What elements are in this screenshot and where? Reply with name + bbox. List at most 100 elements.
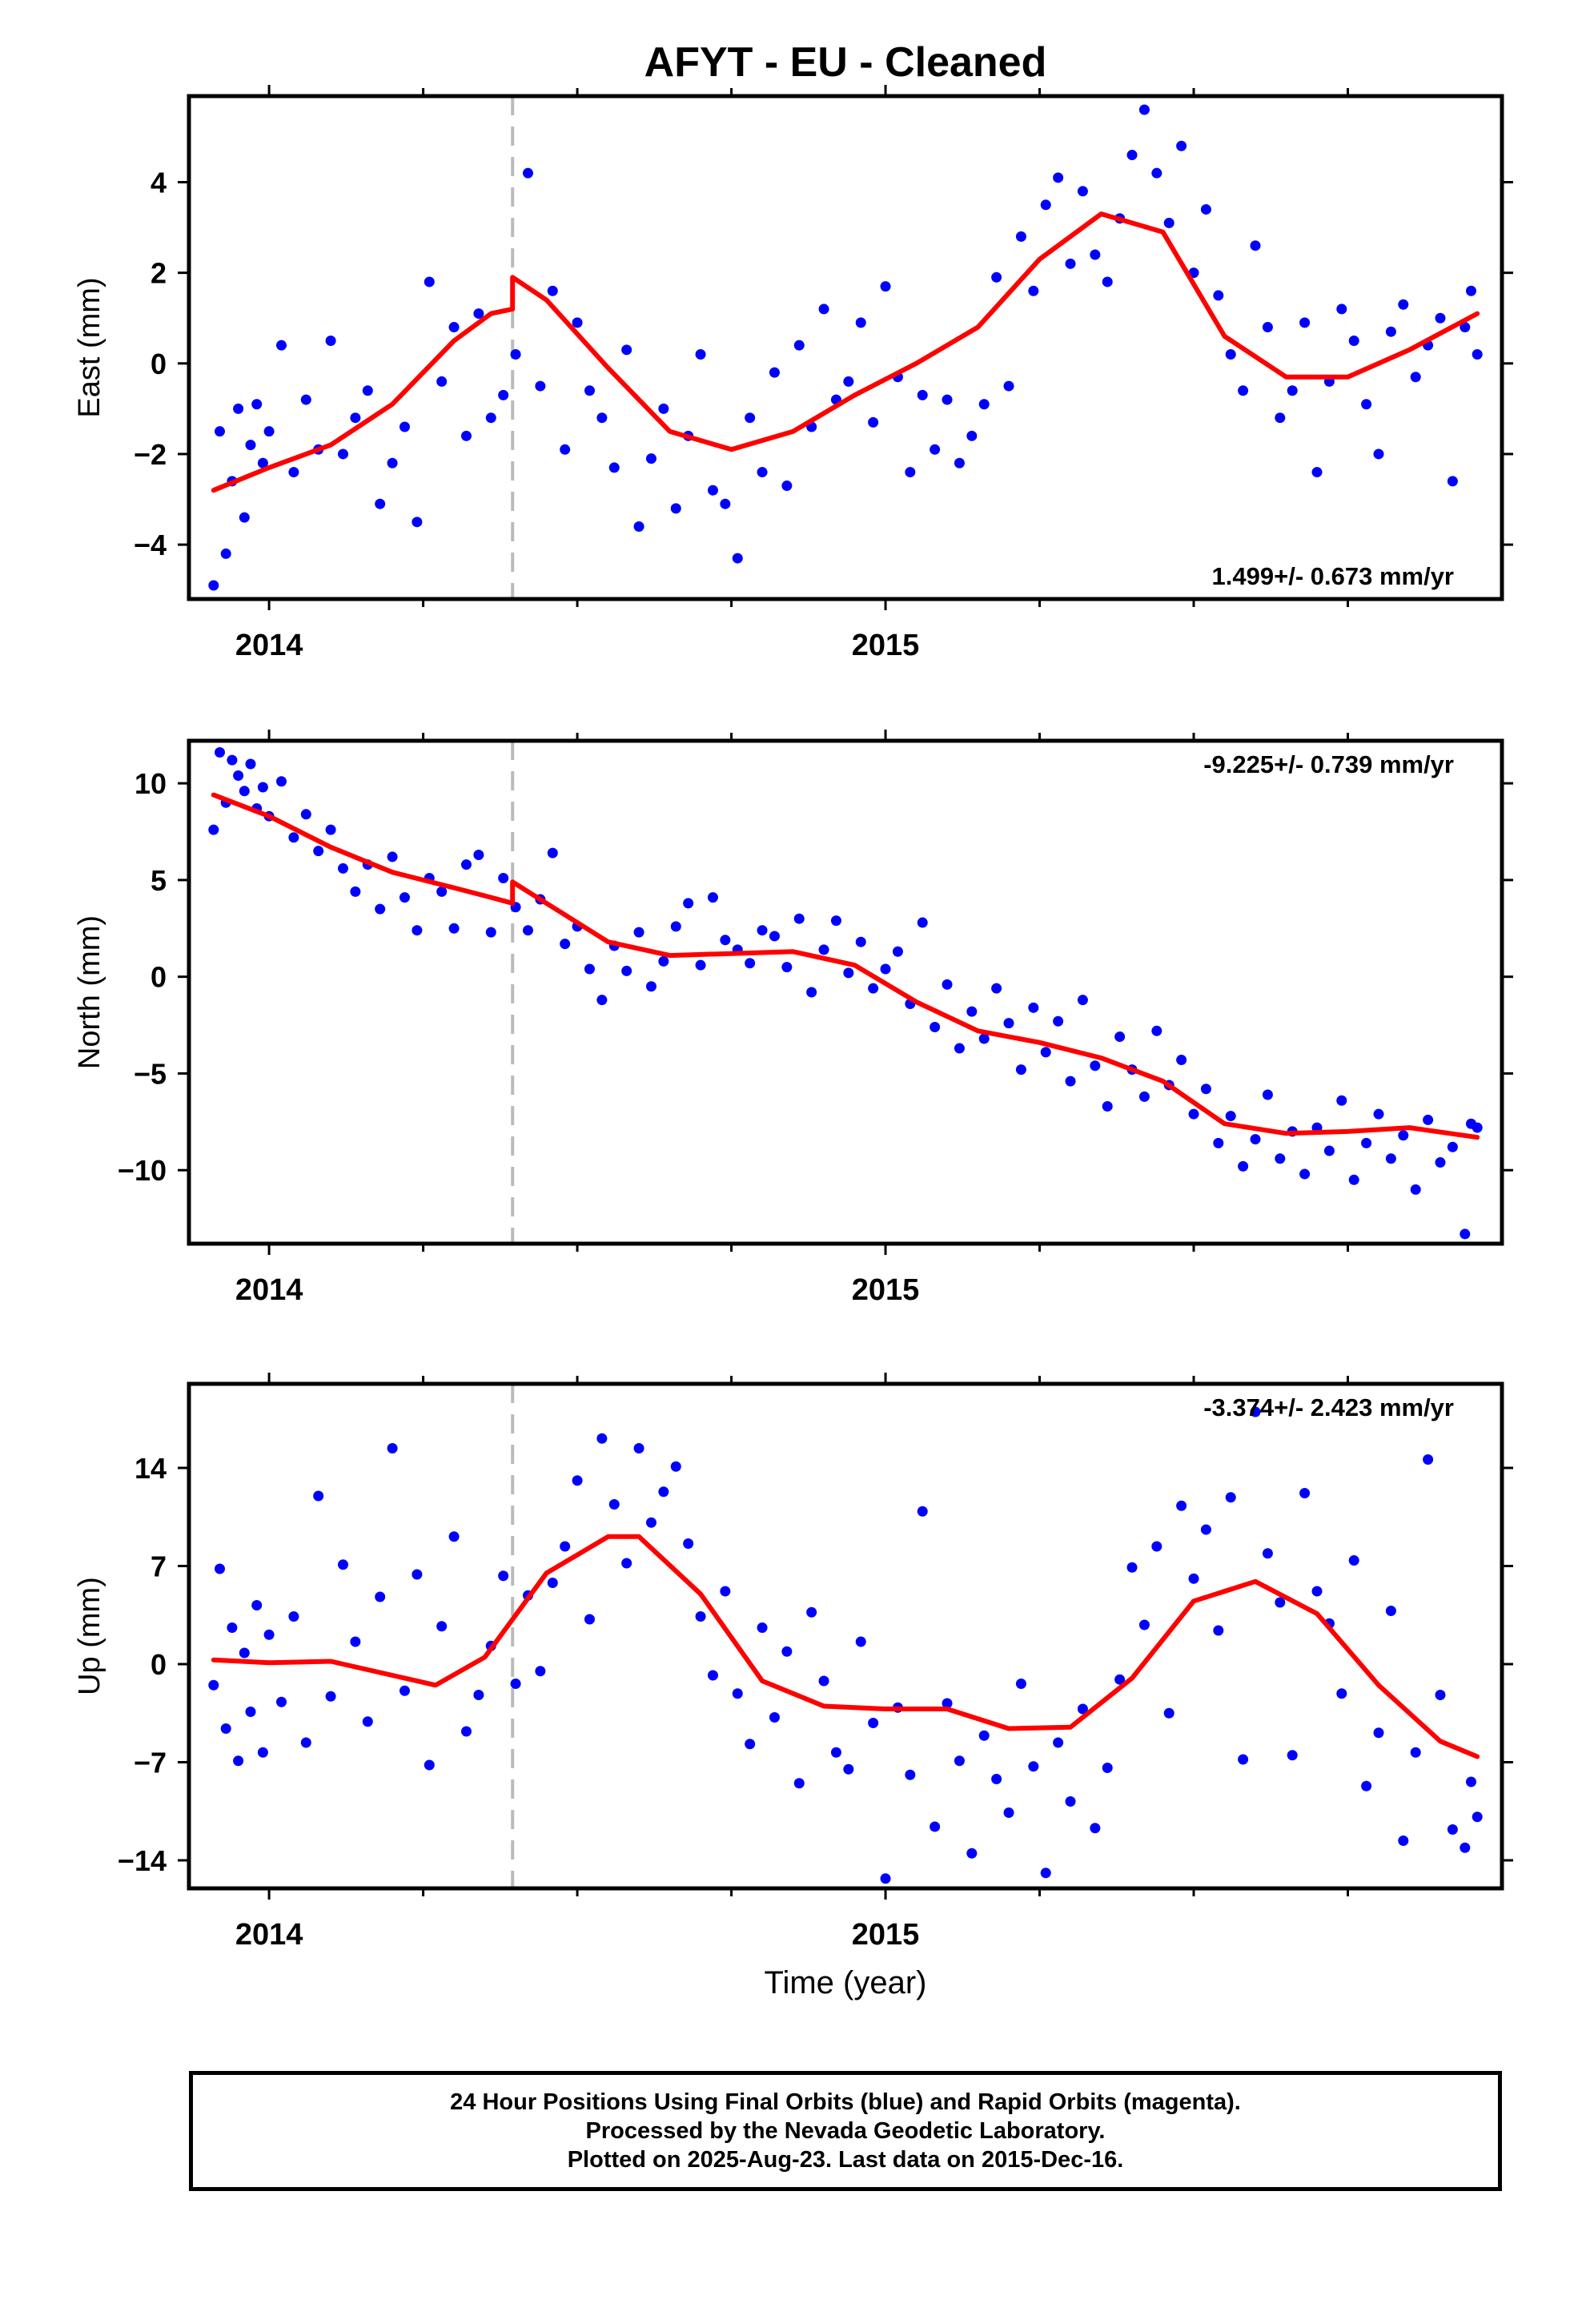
plot-frame-north (187, 738, 1504, 1246)
data-point-up (300, 1737, 311, 1748)
data-point-up (337, 1559, 348, 1570)
data-point-east (448, 322, 460, 333)
data-point-up (1065, 1796, 1076, 1807)
x-tick-label: 2014 (235, 1273, 303, 1307)
data-point-east (1311, 467, 1323, 478)
data-point-east (818, 304, 829, 315)
data-point-north (1015, 1064, 1026, 1076)
data-point-up (695, 1611, 706, 1622)
fit-line-north (211, 792, 1480, 1140)
data-point-east (1176, 140, 1187, 151)
data-point-north (596, 995, 608, 1006)
y-tick-label: 0 (151, 961, 167, 994)
data-point-up (1262, 1548, 1273, 1559)
data-point-up (498, 1570, 509, 1582)
data-point-up (1090, 1823, 1101, 1834)
y-tick-label: 14 (135, 1452, 167, 1485)
data-point-east (1472, 348, 1483, 360)
data-point-up (608, 1499, 620, 1510)
data-point-east (608, 462, 620, 473)
data-point-up (233, 1755, 244, 1767)
data-point-north (1053, 1015, 1064, 1027)
data-point-up (412, 1569, 423, 1580)
data-point-up (535, 1666, 546, 1677)
data-point-east (1040, 199, 1051, 211)
data-point-up (966, 1848, 978, 1859)
y-tick-label: 2 (151, 257, 167, 290)
data-point-east (1398, 299, 1409, 310)
data-point-north (214, 746, 225, 758)
panel-data-up (208, 1384, 1483, 1888)
data-point-east (275, 340, 287, 351)
y-tick-label: 4 (151, 166, 167, 199)
data-point-north (233, 770, 244, 781)
data-point-up (227, 1622, 238, 1633)
data-point-north (350, 886, 361, 897)
data-point-up (683, 1538, 694, 1549)
data-point-up (645, 1517, 656, 1528)
data-point-up (806, 1606, 817, 1618)
data-point-north (1398, 1130, 1409, 1141)
data-point-east (1262, 322, 1273, 333)
data-point-east (621, 344, 632, 356)
chart-title: AFYT - EU - Cleaned (644, 39, 1047, 86)
data-point-east (522, 167, 533, 179)
data-point-up (572, 1475, 583, 1486)
data-point-up (1053, 1737, 1064, 1748)
data-point-up (1003, 1807, 1014, 1818)
data-point-east (251, 399, 263, 410)
data-point-east (633, 521, 644, 532)
y-tick-label: 0 (151, 348, 167, 380)
data-point-east (991, 271, 1002, 283)
data-point-north (1077, 995, 1088, 1006)
y-tick-label: 5 (151, 864, 167, 897)
data-point-up (880, 1873, 891, 1884)
fit-line-east (211, 211, 1480, 493)
y-tick-label: −4 (134, 529, 167, 561)
data-point-north (547, 847, 558, 858)
data-point-east (720, 498, 731, 509)
data-point-east (208, 580, 219, 591)
data-point-up (1348, 1555, 1359, 1566)
data-point-east (1410, 372, 1421, 383)
data-point-north (1275, 1153, 1286, 1164)
data-point-up (1423, 1454, 1434, 1465)
data-point-up (1361, 1780, 1372, 1791)
data-point-east (1435, 312, 1446, 324)
data-point-north (448, 923, 460, 934)
data-point-east (239, 512, 250, 523)
data-point-east (732, 553, 743, 564)
caption-line-1: 24 Hour Positions Using Final Orbits (bl… (450, 2089, 1241, 2115)
data-point-north (1176, 1055, 1187, 1066)
data-point-north (781, 962, 793, 973)
data-point-north (892, 946, 903, 957)
data-point-north (843, 967, 854, 979)
data-point-east (245, 440, 256, 451)
data-point-north (460, 859, 472, 870)
data-point-north (720, 935, 731, 946)
data-point-east (1163, 217, 1174, 228)
data-point-east (596, 412, 608, 424)
data-point-north (633, 927, 644, 938)
data-point-north (1299, 1168, 1311, 1180)
data-point-east (1336, 304, 1347, 315)
data-point-north (436, 886, 448, 897)
data-point-up (1299, 1488, 1311, 1498)
data-point-east (399, 421, 410, 432)
data-point-north (868, 983, 879, 994)
data-point-east (695, 348, 706, 360)
data-point-east (375, 498, 386, 509)
data-point-up (448, 1531, 460, 1542)
data-point-up (399, 1685, 410, 1696)
data-point-north (1090, 1060, 1101, 1072)
data-point-east (1299, 317, 1311, 328)
data-point-up (818, 1675, 829, 1687)
data-point-east (485, 412, 496, 424)
data-point-east (1126, 150, 1138, 161)
data-point-north (1262, 1089, 1273, 1100)
data-point-north (917, 917, 928, 928)
data-point-east (781, 480, 793, 492)
data-point-up (1163, 1707, 1174, 1719)
data-point-east (1225, 348, 1236, 360)
data-point-up (1015, 1679, 1026, 1689)
